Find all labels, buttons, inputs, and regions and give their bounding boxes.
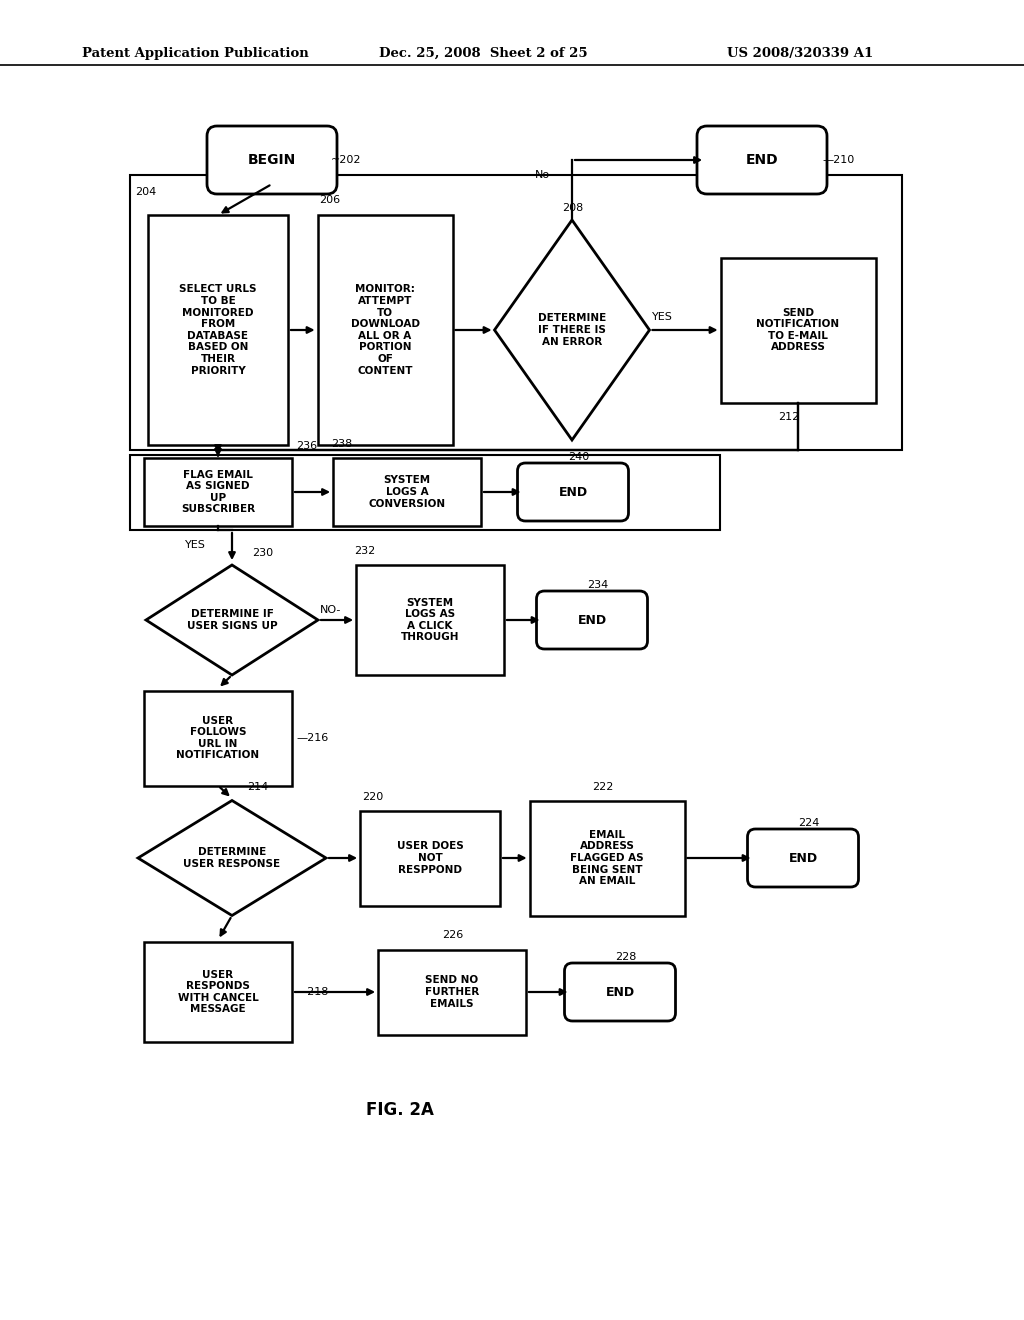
Text: —218: —218 [296,987,329,997]
Text: —216: —216 [296,733,329,743]
FancyBboxPatch shape [564,964,676,1020]
Text: 224: 224 [798,818,819,828]
Text: 226: 226 [442,931,463,940]
Text: No: No [535,170,550,180]
Text: DETERMINE
IF THERE IS
AN ERROR: DETERMINE IF THERE IS AN ERROR [538,313,606,347]
Text: DETERMINE IF
USER SIGNS UP: DETERMINE IF USER SIGNS UP [186,610,278,631]
Text: MONITOR:
ATTEMPT
TO
DOWNLOAD
ALL OR A
PORTION
OF
CONTENT: MONITOR: ATTEMPT TO DOWNLOAD ALL OR A PO… [350,284,420,376]
Polygon shape [495,220,649,440]
Polygon shape [138,800,326,916]
Text: SELECT URLS
TO BE
MONITORED
FROM
DATABASE
BASED ON
THEIR
PRIORITY: SELECT URLS TO BE MONITORED FROM DATABAS… [179,284,257,376]
Text: 208: 208 [562,203,584,213]
Text: BEGIN: BEGIN [248,153,296,168]
Bar [144,690,292,785]
Text: END: END [558,486,588,499]
Text: US 2008/320339 A1: US 2008/320339 A1 [727,46,873,59]
Text: END: END [605,986,635,998]
Text: 230: 230 [252,548,273,558]
Text: SYSTEM
LOGS AS
A CLICK
THROUGH: SYSTEM LOGS AS A CLICK THROUGH [400,598,459,643]
Bar [130,176,902,450]
Bar [721,257,876,403]
Text: 206: 206 [319,195,341,205]
Bar [356,565,504,675]
FancyBboxPatch shape [748,829,858,887]
Text: FLAG EMAIL
AS SIGNED
UP
SUBSCRIBER: FLAG EMAIL AS SIGNED UP SUBSCRIBER [181,470,255,515]
Text: SYSTEM
LOGS A
CONVERSION: SYSTEM LOGS A CONVERSION [369,475,445,508]
FancyBboxPatch shape [537,591,647,649]
Text: DETERMINE
USER RESPONSE: DETERMINE USER RESPONSE [183,847,281,869]
Text: YES: YES [651,312,673,322]
Text: YES: YES [185,540,206,550]
Text: NO-: NO- [319,605,341,615]
Bar [130,455,720,531]
Text: 236: 236 [296,441,317,451]
Text: —210: —210 [822,154,854,165]
Text: SEND NO
FURTHER
EMAILS: SEND NO FURTHER EMAILS [425,975,479,1008]
Text: END: END [745,153,778,168]
Text: FIG. 2A: FIG. 2A [366,1101,434,1119]
Bar [360,810,500,906]
Text: END: END [578,614,606,627]
Text: USER
FOLLOWS
URL IN
NOTIFICATION: USER FOLLOWS URL IN NOTIFICATION [176,715,259,760]
Bar [144,942,292,1041]
Text: 240: 240 [568,451,589,462]
FancyBboxPatch shape [207,125,337,194]
Bar [317,215,453,445]
Text: 222: 222 [592,781,613,792]
Bar [333,458,481,525]
Text: USER
RESPONDS
WITH CANCEL
MESSAGE: USER RESPONDS WITH CANCEL MESSAGE [177,970,258,1014]
Text: Patent Application Publication: Patent Application Publication [82,46,308,59]
Text: 214: 214 [247,781,268,792]
FancyBboxPatch shape [697,125,827,194]
Text: 212: 212 [778,412,800,422]
Text: 238: 238 [331,440,352,449]
Bar [148,215,288,445]
Text: 232: 232 [354,546,375,556]
Text: 228: 228 [615,952,636,962]
Text: 220: 220 [362,792,383,801]
Bar [144,458,292,525]
Bar [529,800,684,916]
Text: 234: 234 [587,579,608,590]
Text: ~202: ~202 [331,154,361,165]
Bar [378,949,526,1035]
Text: USER DOES
NOT
RESPPOND: USER DOES NOT RESPPOND [396,841,464,875]
Text: END: END [788,851,817,865]
Text: 204: 204 [135,187,157,197]
Text: EMAIL
ADDRESS
FLAGGED AS
BEING SENT
AN EMAIL: EMAIL ADDRESS FLAGGED AS BEING SENT AN E… [570,830,644,886]
Text: Dec. 25, 2008  Sheet 2 of 25: Dec. 25, 2008 Sheet 2 of 25 [379,46,588,59]
Text: SEND
NOTIFICATION
TO E-MAIL
ADDRESS: SEND NOTIFICATION TO E-MAIL ADDRESS [757,308,840,352]
Polygon shape [146,565,318,675]
FancyBboxPatch shape [517,463,629,521]
